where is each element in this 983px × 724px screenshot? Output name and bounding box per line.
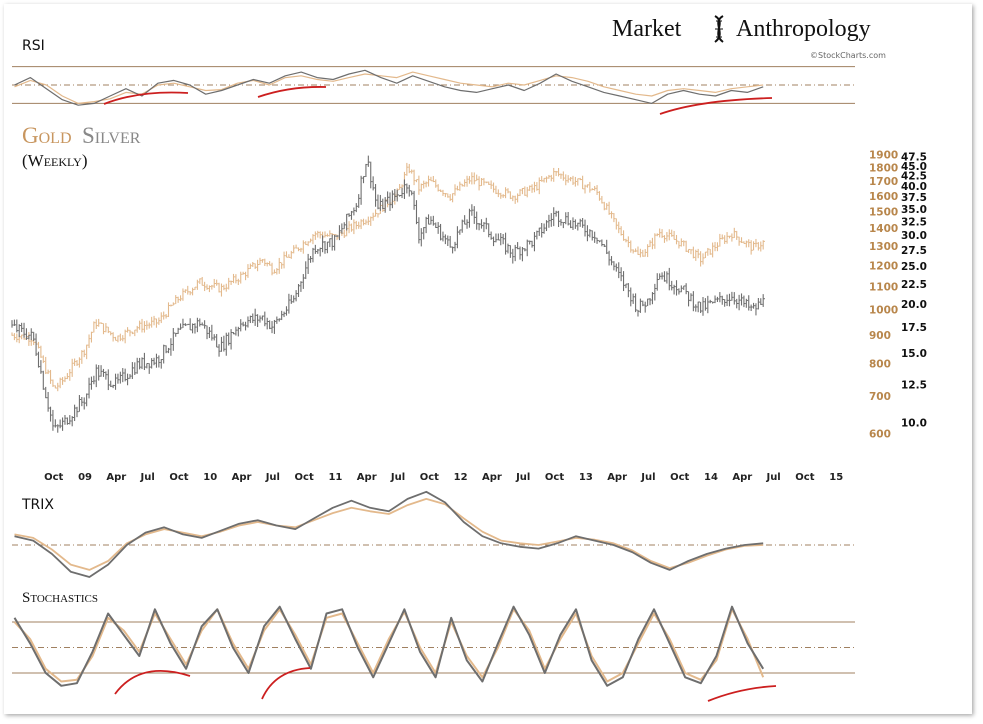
gold-axis-tick: 1300: [869, 241, 898, 253]
gold-axis-tick: 1400: [869, 223, 898, 235]
dna-icon: [714, 15, 724, 43]
silver-axis-tick: 22.5: [901, 279, 927, 291]
gold-axis-tick: 1600: [869, 191, 898, 203]
x-tick-label: Oct: [169, 472, 188, 483]
x-tick-label: Apr: [106, 472, 126, 483]
divergence-arc: [707, 685, 777, 702]
gold-axis-tick: 600: [869, 428, 891, 440]
gold-axis-tick: 700: [869, 391, 891, 403]
x-tick-label: Oct: [295, 472, 314, 483]
gold-indicator-line: [13, 608, 765, 683]
x-tick-label: Apr: [232, 472, 252, 483]
divergence-arc: [114, 670, 191, 695]
x-tick-label: 11: [328, 472, 342, 483]
gold-price-series: [11, 162, 765, 392]
divergence-layer: [103, 86, 777, 702]
silver-axis-tick: 47.5: [901, 152, 927, 164]
chart-subtitle: (Weekly): [22, 151, 88, 170]
x-tick-label: Apr: [357, 472, 377, 483]
x-tick-label: Jul: [515, 472, 530, 483]
divergence-arc: [103, 91, 189, 105]
silver-axis-tick: 25.0: [901, 261, 927, 273]
gold-axis-tick: 1500: [869, 207, 898, 219]
chart-card: [4, 4, 972, 714]
brand-right: Anthropology: [736, 16, 871, 42]
divergence-arc: [659, 97, 773, 115]
x-tick-label: 12: [454, 472, 468, 483]
gold-axis-tick: 1200: [869, 261, 898, 273]
silver-axis-tick: 45.0: [901, 161, 927, 173]
x-tick-label: Apr: [607, 472, 627, 483]
gold-axis-tick: 1800: [869, 162, 898, 174]
x-tick-label: Oct: [670, 472, 689, 483]
x-tick-label: Jul: [640, 472, 655, 483]
stockcharts-credit: ©StockCharts.com: [810, 51, 886, 60]
silver-axis-tick: 42.5: [901, 171, 927, 183]
silver-axis-tick: 15.0: [901, 348, 927, 360]
silver-axis-tick: 27.5: [901, 245, 927, 257]
brand-left: Market: [612, 16, 682, 42]
x-tick-label: Jul: [139, 472, 154, 483]
silver-axis-tick: 12.5: [901, 379, 927, 391]
silver-axis-tick: 40.0: [901, 181, 927, 193]
stoch-label: Stochastics: [22, 590, 98, 606]
silver-axis-tick: 10.0: [901, 417, 927, 429]
silver-axis-tick: 35.0: [901, 204, 927, 216]
gold-axis-tick: 1000: [869, 305, 898, 317]
silver-axis-tick: 30.0: [901, 230, 927, 242]
x-tick-label: Jul: [265, 472, 280, 483]
x-tick-label: 10: [203, 472, 217, 483]
gold-axis-tick: 1900: [869, 149, 898, 161]
divergence-arc: [257, 86, 327, 98]
gold-axis-tick: 800: [869, 359, 891, 371]
x-axis: Oct 09 Apr Jul Oct 10 Apr Jul Oct 11 Apr Jul Oct 12 Ap…: [44, 472, 843, 483]
x-tick-label: Jul: [390, 472, 405, 483]
silver-price-series: [11, 155, 765, 433]
rsi-label: RSI: [22, 38, 45, 54]
x-tick-label: Jul: [765, 472, 780, 483]
silver-indicator-line: [14, 490, 764, 578]
x-tick-label: Oct: [44, 472, 63, 483]
trix-panel: [12, 490, 855, 578]
silver-axis-tick: 17.5: [901, 322, 927, 334]
trix-label: TRIX: [21, 497, 54, 513]
silver-indicator-line: [13, 605, 765, 687]
rsi-panel: [12, 66, 855, 106]
x-tick-label: Apr: [482, 472, 502, 483]
x-tick-label: Apr: [732, 472, 752, 483]
x-tick-label: 15: [829, 472, 843, 483]
gold-axis-tick: 1700: [869, 176, 898, 188]
price-panel: [11, 155, 765, 433]
gold-axis-tick: 1100: [869, 282, 898, 294]
x-tick-label: 13: [579, 472, 593, 483]
x-tick-label: Oct: [420, 472, 439, 483]
x-tick-label: Oct: [545, 472, 564, 483]
silver-axis-tick: 32.5: [901, 216, 927, 228]
brand-header: Market Anthropology ©StockCharts.com: [612, 15, 886, 60]
stoch-panel: [12, 605, 855, 687]
silver-axis-tick: 37.5: [901, 192, 927, 204]
silver-price-axis: 47.545.042.540.037.535.032.5 30.0 27.5 25.0…: [901, 152, 927, 430]
x-tick-label: 09: [78, 472, 92, 483]
silver-axis-tick: 20.0: [901, 299, 927, 311]
x-tick-label: Oct: [795, 472, 814, 483]
x-tick-label: 14: [704, 472, 718, 483]
chart-title-silver: Silver: [82, 123, 141, 148]
divergence-arc: [261, 667, 311, 700]
gold-axis-tick: 900: [869, 330, 891, 342]
chart-title-gold: Gold: [22, 123, 72, 148]
